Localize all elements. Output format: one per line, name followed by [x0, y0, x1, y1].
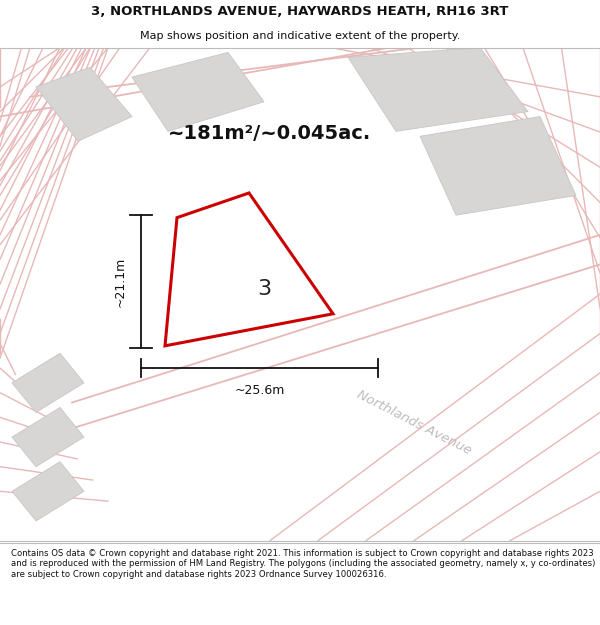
Polygon shape [165, 193, 333, 346]
Polygon shape [132, 52, 264, 131]
Text: ~21.1m: ~21.1m [113, 257, 127, 307]
Text: Map shows position and indicative extent of the property.: Map shows position and indicative extent… [140, 31, 460, 41]
Polygon shape [36, 68, 132, 141]
Text: 3: 3 [257, 279, 271, 299]
Text: Northlands Avenue: Northlands Avenue [355, 388, 473, 457]
Polygon shape [12, 408, 84, 467]
Text: Contains OS data © Crown copyright and database right 2021. This information is : Contains OS data © Crown copyright and d… [11, 549, 595, 579]
Text: 3, NORTHLANDS AVENUE, HAYWARDS HEATH, RH16 3RT: 3, NORTHLANDS AVENUE, HAYWARDS HEATH, RH… [91, 6, 509, 18]
Polygon shape [12, 462, 84, 521]
Polygon shape [348, 48, 528, 131]
Text: ~25.6m: ~25.6m [235, 384, 284, 397]
Polygon shape [420, 116, 576, 215]
Polygon shape [12, 353, 84, 412]
Text: ~181m²/~0.045ac.: ~181m²/~0.045ac. [169, 124, 371, 143]
